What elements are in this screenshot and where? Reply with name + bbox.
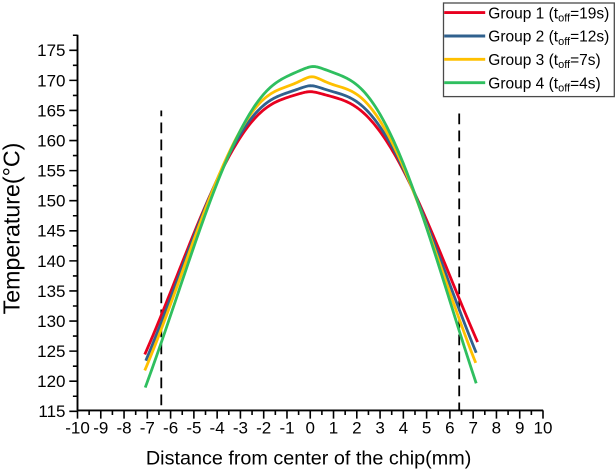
svg-text:-10: -10 bbox=[65, 418, 90, 437]
svg-text:4: 4 bbox=[399, 418, 408, 437]
svg-text:155: 155 bbox=[37, 162, 65, 181]
svg-text:125: 125 bbox=[37, 342, 65, 361]
svg-text:5: 5 bbox=[422, 418, 431, 437]
svg-text:3: 3 bbox=[375, 418, 384, 437]
svg-text:-6: -6 bbox=[163, 418, 178, 437]
svg-text:150: 150 bbox=[37, 192, 65, 211]
svg-text:-1: -1 bbox=[279, 418, 294, 437]
svg-text:Temperature(°C): Temperature(°C) bbox=[0, 143, 24, 315]
svg-text:-9: -9 bbox=[93, 418, 108, 437]
svg-text:0: 0 bbox=[305, 418, 314, 437]
svg-text:130: 130 bbox=[37, 312, 65, 331]
svg-text:-2: -2 bbox=[256, 418, 271, 437]
svg-text:120: 120 bbox=[37, 372, 65, 391]
svg-text:8: 8 bbox=[492, 418, 501, 437]
svg-text:Distance from center of the ch: Distance from center of the chip(mm) bbox=[146, 447, 471, 469]
svg-text:7: 7 bbox=[468, 418, 477, 437]
svg-text:160: 160 bbox=[37, 131, 65, 150]
svg-text:145: 145 bbox=[37, 222, 65, 241]
svg-text:115: 115 bbox=[38, 402, 65, 421]
svg-text:170: 170 bbox=[37, 71, 65, 90]
svg-text:140: 140 bbox=[37, 252, 65, 271]
svg-text:2: 2 bbox=[352, 418, 361, 437]
svg-text:-3: -3 bbox=[233, 418, 248, 437]
svg-text:Group 3 (toff=7s): Group 3 (toff=7s) bbox=[488, 52, 600, 71]
svg-text:Group 1 (toff=19s): Group 1 (toff=19s) bbox=[488, 5, 609, 24]
svg-text:Group 4 (toff=4s): Group 4 (toff=4s) bbox=[488, 75, 600, 94]
svg-text:-5: -5 bbox=[186, 418, 201, 437]
svg-text:-8: -8 bbox=[116, 418, 131, 437]
svg-text:175: 175 bbox=[37, 41, 65, 60]
svg-text:165: 165 bbox=[37, 101, 65, 120]
svg-text:-7: -7 bbox=[140, 418, 155, 437]
svg-text:10: 10 bbox=[534, 418, 553, 437]
svg-text:135: 135 bbox=[37, 282, 65, 301]
svg-text:6: 6 bbox=[445, 418, 454, 437]
svg-text:Group 2 (toff=12s): Group 2 (toff=12s) bbox=[488, 29, 609, 48]
svg-text:1: 1 bbox=[329, 418, 338, 437]
svg-text:-4: -4 bbox=[210, 418, 225, 437]
svg-text:9: 9 bbox=[515, 418, 524, 437]
